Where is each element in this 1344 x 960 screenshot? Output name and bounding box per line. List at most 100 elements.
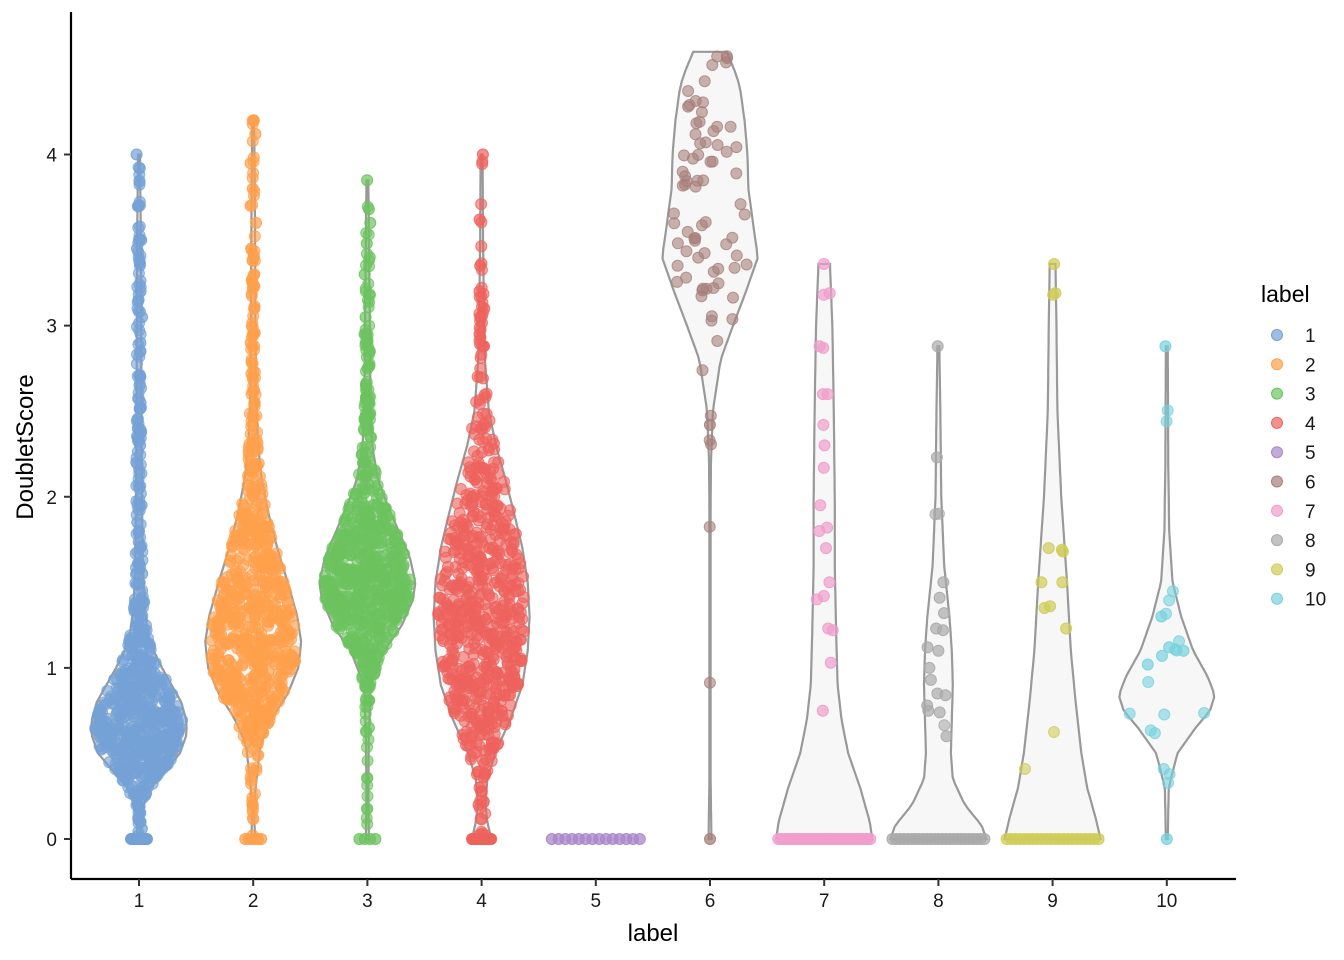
point-3 [358, 413, 371, 426]
point-2 [246, 371, 259, 383]
point-3 [361, 741, 373, 754]
point-10 [1123, 707, 1136, 720]
point-2 [244, 199, 257, 212]
point-10 [1156, 649, 1168, 662]
point-1 [124, 700, 137, 713]
point-3 [353, 596, 366, 608]
point-4 [492, 545, 505, 558]
point-8 [930, 451, 943, 464]
point-2 [242, 554, 255, 567]
point-6 [671, 275, 684, 288]
violin-group-4 [432, 148, 531, 845]
point-2 [250, 480, 263, 493]
point-3 [390, 609, 403, 622]
point-4 [467, 658, 480, 670]
point-3 [373, 622, 386, 635]
point-8 [938, 607, 950, 620]
point-2 [215, 608, 228, 621]
point-1 [134, 542, 146, 555]
point-3 [363, 629, 376, 642]
point-3 [333, 559, 346, 572]
legend-key-4 [1271, 416, 1283, 429]
point-6 [726, 313, 739, 326]
point-4 [449, 560, 462, 573]
point-4 [454, 576, 467, 589]
point-2 [251, 738, 264, 751]
point-10 [1160, 833, 1173, 845]
point-6 [682, 85, 695, 97]
point-1 [141, 657, 153, 669]
point-3 [352, 496, 365, 509]
point-3 [360, 379, 372, 392]
point-3 [370, 574, 383, 587]
point-1 [133, 220, 146, 233]
point-3 [395, 583, 408, 596]
point-2 [248, 230, 261, 243]
violin-group-10 [1118, 340, 1216, 845]
point-7 [817, 418, 830, 431]
point-3 [330, 620, 343, 633]
point-4 [490, 636, 503, 649]
legend-key-7 [1271, 504, 1283, 517]
point-2 [215, 580, 228, 593]
point-1 [173, 724, 186, 737]
point-7 [823, 576, 836, 589]
legend-title: label [1261, 281, 1310, 307]
point-10 [1142, 676, 1155, 688]
point-6 [683, 99, 696, 111]
violin-group-3 [318, 174, 417, 845]
y-tick-label-3: 3 [46, 317, 57, 338]
point-2 [264, 634, 277, 647]
point-1 [132, 199, 145, 212]
point-6 [730, 249, 743, 262]
violin-group-7 [772, 258, 877, 845]
point-3 [363, 251, 376, 264]
point-4 [480, 572, 493, 585]
point-7 [817, 461, 830, 474]
point-6 [707, 125, 720, 138]
point-7 [817, 341, 830, 354]
point-4 [473, 721, 486, 734]
point-6 [711, 335, 724, 347]
point-4 [473, 285, 486, 298]
point-10 [1141, 658, 1154, 671]
point-8 [978, 833, 991, 845]
legend-label-1: 1 [1305, 326, 1316, 347]
point-6 [671, 259, 684, 272]
point-7 [813, 525, 826, 537]
point-4 [479, 768, 492, 780]
point-6 [703, 676, 716, 689]
point-4 [508, 651, 521, 664]
point-2 [246, 803, 259, 816]
point-10 [1163, 641, 1176, 654]
point-1 [133, 254, 146, 267]
point-2 [241, 746, 254, 759]
point-3 [361, 754, 374, 767]
point-6 [696, 364, 709, 377]
point-1 [135, 499, 148, 512]
point-4 [475, 643, 488, 656]
point-1 [131, 242, 143, 255]
point-1 [133, 162, 146, 175]
point-2 [280, 586, 293, 599]
point-2 [254, 714, 267, 727]
point-3 [358, 487, 371, 500]
point-9 [1048, 258, 1061, 270]
point-4 [503, 546, 516, 559]
point-8 [922, 704, 935, 717]
point-1 [133, 178, 146, 191]
point-10 [1160, 415, 1173, 428]
point-6 [712, 262, 725, 275]
point-1 [149, 753, 162, 766]
point-2 [245, 353, 258, 366]
point-8 [932, 644, 945, 657]
point-3 [358, 530, 371, 543]
point-2 [233, 605, 246, 618]
legend-key-9 [1271, 563, 1283, 576]
x-tick-label-3: 3 [362, 891, 373, 912]
point-1 [134, 345, 147, 358]
point-7 [817, 288, 830, 301]
point-1 [129, 681, 142, 694]
point-6 [668, 217, 681, 230]
point-6 [724, 120, 737, 133]
